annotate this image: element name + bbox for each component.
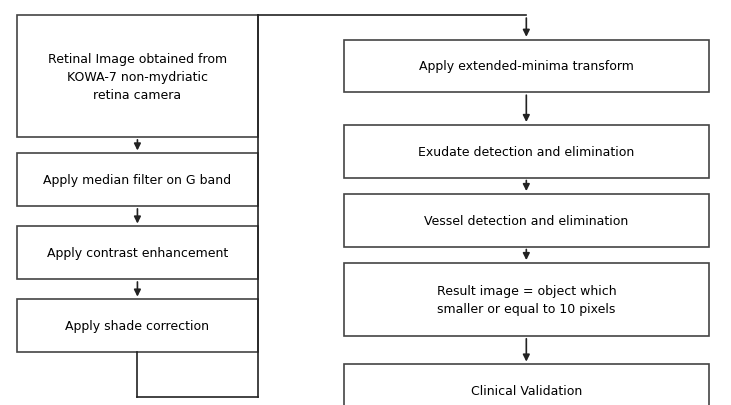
FancyBboxPatch shape	[344, 263, 709, 336]
Text: Apply contrast enhancement: Apply contrast enhancement	[47, 247, 228, 260]
Text: Retinal Image obtained from
KOWA-7 non-mydriatic
retina camera: Retinal Image obtained from KOWA-7 non-m…	[48, 53, 227, 101]
FancyBboxPatch shape	[344, 364, 709, 405]
Text: Result image = object which
smaller or equal to 10 pixels: Result image = object which smaller or e…	[436, 284, 616, 315]
FancyBboxPatch shape	[344, 126, 709, 178]
FancyBboxPatch shape	[344, 194, 709, 247]
FancyBboxPatch shape	[17, 154, 258, 207]
FancyBboxPatch shape	[17, 16, 258, 138]
FancyBboxPatch shape	[17, 300, 258, 352]
Text: Exudate detection and elimination: Exudate detection and elimination	[418, 145, 635, 158]
Text: Apply extended-minima transform: Apply extended-minima transform	[419, 60, 634, 73]
Text: Vessel detection and elimination: Vessel detection and elimination	[424, 214, 629, 227]
FancyBboxPatch shape	[344, 40, 709, 93]
Text: Clinical Validation: Clinical Validation	[471, 384, 582, 397]
Text: Apply median filter on G band: Apply median filter on G band	[43, 174, 232, 187]
FancyBboxPatch shape	[17, 227, 258, 279]
Text: Apply shade correction: Apply shade correction	[66, 320, 209, 333]
